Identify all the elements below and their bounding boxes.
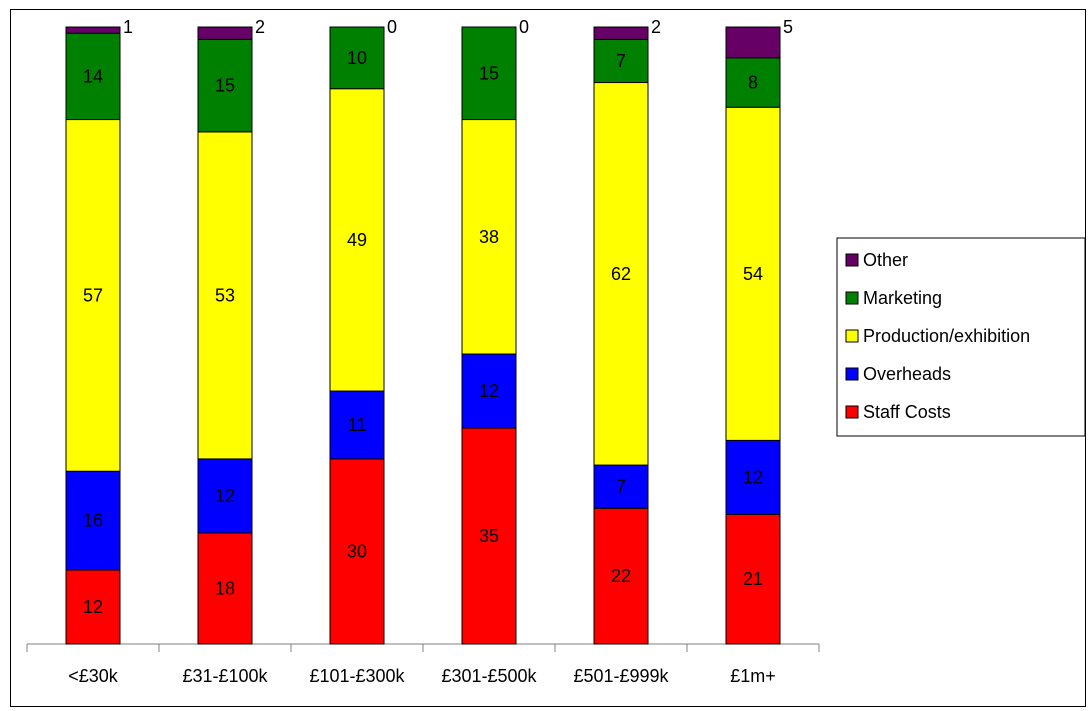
bar-segment-staff-costs <box>725 513 781 645</box>
legend-label: Other <box>863 250 908 270</box>
bar-segment-production-exhibition <box>65 119 121 472</box>
bar-segment-production-exhibition <box>197 131 253 460</box>
data-label: 5 <box>783 17 793 37</box>
data-label: 38 <box>479 227 499 247</box>
bar-segment-other <box>65 26 121 34</box>
bar-segment-marketing <box>725 57 781 108</box>
data-label: 1 <box>123 17 133 37</box>
data-label: 2 <box>255 17 265 37</box>
legend-swatch <box>845 253 859 267</box>
data-label: 54 <box>743 264 763 284</box>
data-label: 15 <box>479 63 499 83</box>
data-label: 7 <box>616 51 626 71</box>
x-tick-label: £1m+ <box>730 666 776 686</box>
bar-segment-production-exhibition <box>329 88 385 392</box>
data-label: 12 <box>743 467 763 487</box>
bar-segment-marketing <box>65 32 121 121</box>
data-label: 11 <box>348 415 367 435</box>
x-tick-label: £31-£100k <box>182 666 268 686</box>
bar-segment-overheads <box>593 464 649 509</box>
bar-segment-overheads <box>329 390 385 460</box>
data-label: 21 <box>743 569 763 589</box>
x-tick-label: <£30k <box>68 666 119 686</box>
data-label: 12 <box>83 597 103 617</box>
bar-segment-overheads <box>65 470 121 571</box>
data-label: 18 <box>215 578 235 598</box>
data-label: 8 <box>748 73 758 93</box>
data-label: 15 <box>215 76 235 96</box>
legend-swatch <box>845 291 859 305</box>
data-label: 49 <box>347 230 367 250</box>
x-tick-label: £501-£999k <box>573 666 669 686</box>
x-tick-label: £101-£300k <box>309 666 405 686</box>
data-label: 62 <box>611 264 631 284</box>
bar-segment-marketing <box>461 26 517 121</box>
bar-segment-other <box>593 26 649 40</box>
data-label: 10 <box>347 48 367 68</box>
legend-label: Staff Costs <box>863 402 951 422</box>
bar-segment-staff-costs <box>329 458 385 645</box>
bar-segment-overheads <box>725 439 781 515</box>
data-label: 14 <box>83 66 103 86</box>
data-label: 7 <box>616 477 626 497</box>
bar-segment-production-exhibition <box>725 106 781 441</box>
legend-swatch <box>845 367 859 381</box>
bar-segment-staff-costs <box>65 569 121 645</box>
data-label: 22 <box>611 566 631 586</box>
bar-segment-other <box>197 26 253 40</box>
bar-segment-marketing <box>329 26 385 90</box>
legend-label: Overheads <box>863 364 951 384</box>
legend-box <box>836 237 1086 437</box>
legend-swatch <box>845 405 859 419</box>
data-label: 12 <box>479 381 499 401</box>
data-label: 0 <box>387 17 397 37</box>
legend-swatch <box>845 329 859 343</box>
bar-segment-other <box>725 26 781 59</box>
data-label: 2 <box>651 17 661 37</box>
data-label: 30 <box>347 541 367 561</box>
data-label: 35 <box>479 526 499 546</box>
data-label: 12 <box>215 486 235 506</box>
x-tick-label: £301-£500k <box>441 666 537 686</box>
data-label: 57 <box>83 285 103 305</box>
legend-label: Marketing <box>863 288 942 308</box>
bar-segment-marketing <box>593 38 649 84</box>
data-label: 53 <box>215 285 235 305</box>
data-label: 16 <box>83 511 103 531</box>
bar-segment-production-exhibition <box>593 82 649 466</box>
data-label: 0 <box>519 17 529 37</box>
legend-label: Production/exhibition <box>863 326 1030 346</box>
bar-segment-staff-costs <box>593 507 649 645</box>
bar-segment-marketing <box>197 38 253 133</box>
